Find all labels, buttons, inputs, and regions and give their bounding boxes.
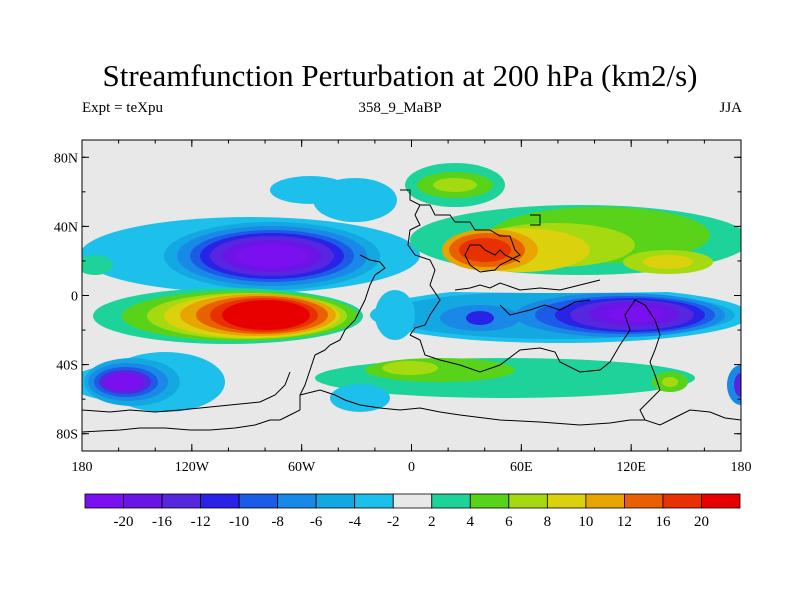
colorbar-label: 2 bbox=[428, 514, 436, 530]
colorbar-label: -12 bbox=[191, 514, 211, 530]
colorbar-label: -16 bbox=[152, 514, 172, 530]
colorbar-swatch bbox=[701, 493, 741, 509]
coastline bbox=[407, 204, 441, 336]
y-tick-label: 0 bbox=[71, 290, 78, 305]
coastline bbox=[464, 244, 521, 273]
contour-fill bbox=[607, 306, 663, 322]
contour-fill bbox=[270, 176, 350, 204]
contour-fill bbox=[734, 373, 741, 397]
colorbar-swatch bbox=[469, 493, 510, 509]
y-axis: 80N 40N 0 40S 80S bbox=[54, 151, 741, 443]
y-tick-label: 80S bbox=[56, 428, 78, 443]
x-axis: 180 120W 60W 0 60E 120E 180 bbox=[72, 140, 752, 475]
colorbar-swatch bbox=[624, 493, 664, 509]
x-tick-label: 180 bbox=[731, 460, 752, 475]
colorbar-swatch bbox=[508, 493, 548, 509]
y-tick-label: 80N bbox=[54, 151, 78, 166]
colorbar-label: 20 bbox=[694, 514, 709, 530]
x-tick-label: 180 bbox=[72, 460, 93, 475]
coastline bbox=[82, 371, 291, 413]
chart-title: Streamfunction Perturbation at 200 hPa (… bbox=[102, 58, 698, 93]
contour-fill bbox=[643, 255, 693, 269]
contour-fill bbox=[370, 281, 741, 293]
colorbar-swatch bbox=[354, 493, 394, 509]
colorbar-swatch bbox=[585, 493, 625, 509]
colorbar-swatch bbox=[277, 493, 317, 509]
y-tick-label: 40N bbox=[54, 220, 78, 235]
x-tick-label: 120W bbox=[175, 460, 210, 475]
colorbar-label: -20 bbox=[114, 514, 134, 530]
colorbar-swatch bbox=[315, 493, 356, 509]
coastline bbox=[324, 254, 386, 351]
colorbar-swatch bbox=[200, 493, 240, 509]
contour-fill bbox=[82, 255, 113, 275]
contour-fill bbox=[222, 300, 310, 330]
colorbar-label: 10 bbox=[578, 514, 593, 530]
contour-fill bbox=[375, 290, 415, 340]
contour-fill bbox=[433, 178, 477, 192]
colorbar-swatch bbox=[84, 493, 124, 509]
coastline bbox=[454, 279, 601, 291]
x-tick-label: 0 bbox=[408, 460, 415, 475]
contour-fill bbox=[466, 311, 494, 325]
colorbar-swatch bbox=[546, 493, 587, 509]
colorbar-label: 4 bbox=[467, 514, 475, 530]
experiment-subtitle: Expt = teXpu bbox=[82, 100, 163, 116]
colorbar: -20 -16 -12 -10 -8 -6 -4 -2 2 4 6 8 10 12 16 20 bbox=[84, 493, 741, 530]
season-subtitle: JJA bbox=[719, 100, 742, 116]
contour-fill bbox=[330, 384, 390, 412]
coastlines bbox=[82, 189, 741, 433]
y-tick-label: 40S bbox=[56, 359, 78, 374]
colorbar-label: -4 bbox=[348, 514, 361, 530]
colorbar-label: 12 bbox=[617, 514, 632, 530]
colorbar-swatch bbox=[392, 493, 433, 509]
colorbar-label: 8 bbox=[544, 514, 552, 530]
colorbar-label: -10 bbox=[229, 514, 249, 530]
contour-fill bbox=[662, 377, 678, 387]
coastline bbox=[609, 299, 741, 426]
coastline bbox=[409, 334, 611, 373]
colorbar-swatch bbox=[662, 493, 702, 509]
colorbar-label: 16 bbox=[655, 514, 671, 530]
contour-fill bbox=[236, 244, 308, 268]
colorbar-swatch bbox=[431, 493, 471, 509]
x-tick-label: 60E bbox=[510, 460, 533, 475]
colorbar-label: 6 bbox=[505, 514, 513, 530]
run-subtitle: 358_9_MaBP bbox=[358, 100, 442, 116]
colorbar-swatch bbox=[123, 493, 163, 509]
colorbar-swatch bbox=[161, 493, 201, 509]
coastline bbox=[82, 349, 326, 433]
x-tick-label: 60W bbox=[288, 460, 316, 475]
colorbar-label: -2 bbox=[387, 514, 400, 530]
colorbar-label: -8 bbox=[271, 514, 284, 530]
colorbar-swatch bbox=[238, 493, 279, 509]
colorbar-label: -6 bbox=[310, 514, 323, 530]
x-tick-label: 120E bbox=[616, 460, 646, 475]
coastline bbox=[530, 214, 541, 226]
coastline bbox=[299, 389, 645, 426]
coastline bbox=[499, 299, 591, 316]
contour-fill bbox=[104, 373, 144, 391]
contour-fill bbox=[382, 361, 438, 375]
